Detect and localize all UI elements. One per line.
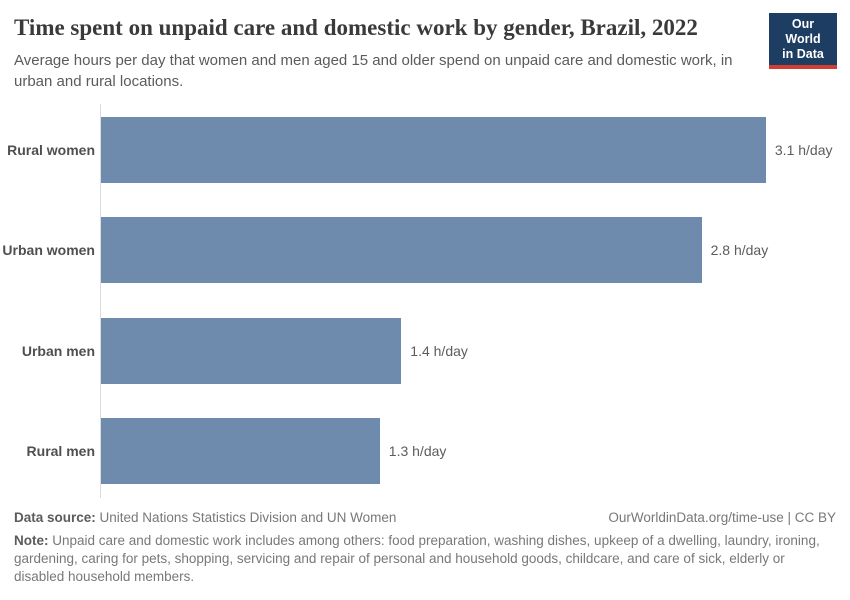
data-source-label: Data source: [14, 510, 96, 525]
value-label: 2.8 h/day [710, 242, 769, 258]
bar-row-rural-women: Rural women 3.1 h/day [0, 117, 850, 183]
note-label: Note: [14, 533, 49, 548]
data-source: Data source: United Nations Statistics D… [14, 509, 396, 527]
bar-track: 1.4 h/day [101, 318, 850, 384]
y-axis-line [100, 104, 101, 498]
bar-rural-women [101, 117, 766, 183]
chart-footer: Data source: United Nations Statistics D… [14, 509, 836, 586]
category-label: Urban women [2, 242, 95, 258]
data-source-text: United Nations Statistics Division and U… [95, 510, 397, 525]
category-label: Rural women [7, 142, 95, 158]
owid-logo-line2: in Data [782, 47, 824, 61]
category-label: Urban men [21, 343, 95, 359]
bar-urban-women [101, 217, 702, 283]
chart-title: Time spent on unpaid care and domestic w… [14, 15, 698, 40]
bar-urban-men [101, 318, 402, 384]
value-label: 3.1 h/day [774, 142, 833, 158]
bar-row-urban-men: Urban men 1.4 h/day [0, 318, 850, 384]
source-row: Data source: United Nations Statistics D… [14, 509, 836, 527]
bar-chart: Rural women 3.1 h/day Urban women 2.8 h/… [0, 104, 850, 498]
bar-row-rural-men: Rural men 1.3 h/day [0, 418, 850, 484]
chart-subtitle: Average hours per day that women and men… [14, 52, 733, 90]
bar-track: 3.1 h/day [101, 117, 850, 183]
owid-logo: Our World in Data [769, 13, 837, 69]
attribution: OurWorldinData.org/time-use | CC BY [608, 510, 836, 525]
value-label: 1.4 h/day [410, 343, 468, 359]
owid-logo-line1: Our World [785, 17, 821, 46]
value-label: 1.3 h/day [388, 443, 447, 459]
bar-row-urban-women: Urban women 2.8 h/day [0, 217, 850, 283]
bar-track: 1.3 h/day [101, 418, 850, 484]
bar-rural-men [101, 418, 380, 484]
note-text: Unpaid care and domestic work includes a… [14, 533, 820, 584]
bar-track: 2.8 h/day [101, 217, 850, 283]
note: Note: Unpaid care and domestic work incl… [14, 532, 836, 586]
category-label: Rural men [26, 443, 95, 459]
